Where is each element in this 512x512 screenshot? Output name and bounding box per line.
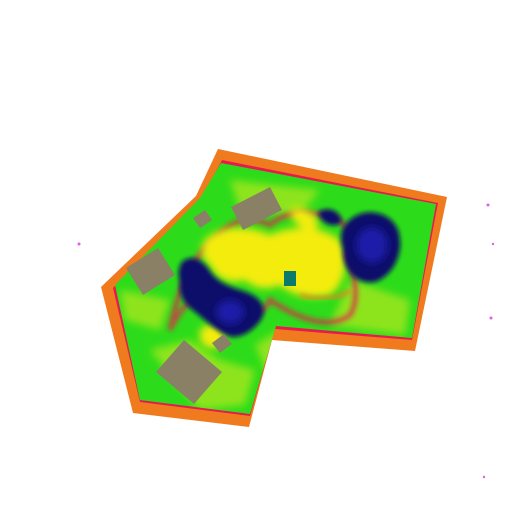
square-marker-icon bbox=[284, 271, 296, 286]
noise-dot bbox=[489, 316, 493, 320]
noise-dot bbox=[482, 475, 486, 479]
building-1 bbox=[231, 187, 282, 230]
noise-dot bbox=[77, 242, 81, 246]
building-5 bbox=[212, 334, 232, 353]
building-3 bbox=[156, 340, 222, 404]
building-4 bbox=[193, 210, 212, 228]
noise-dot bbox=[486, 203, 490, 207]
noise-dot bbox=[491, 242, 495, 246]
building-2 bbox=[126, 248, 175, 295]
